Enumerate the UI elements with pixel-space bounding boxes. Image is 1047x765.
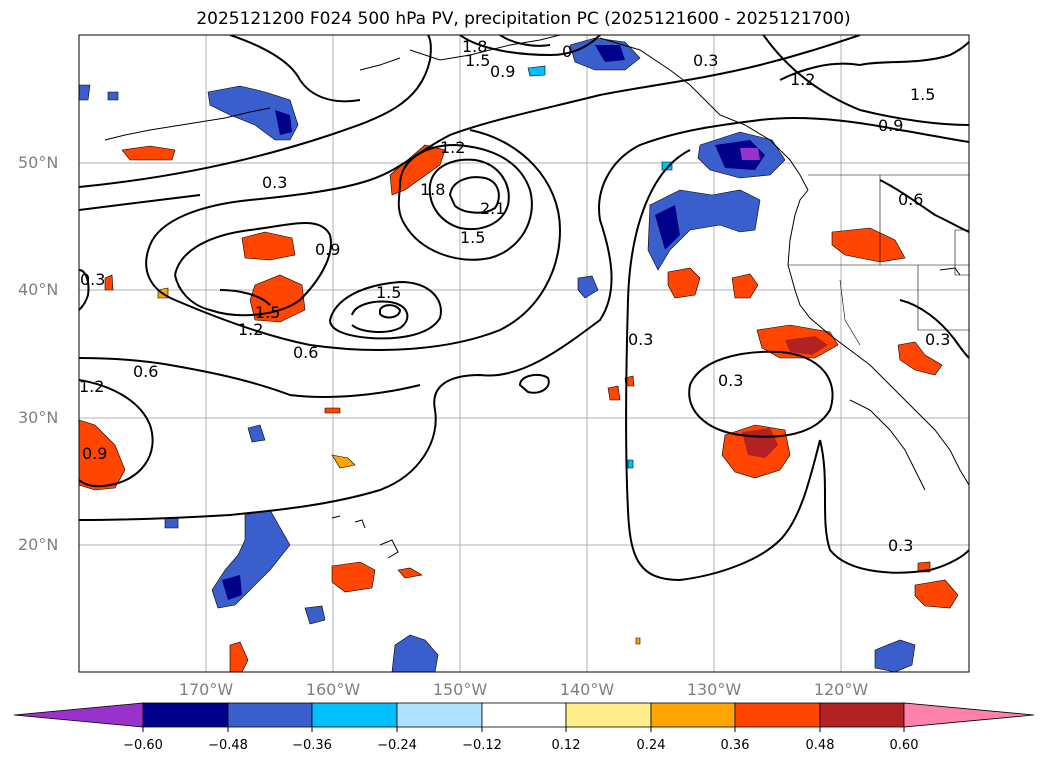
pv-contour-labels: 1.8 1.5 0.9 0 0.3 1.2 1.5 0.9 0.3 1.2 1.… xyxy=(79,37,950,555)
contour-label: 1.2 xyxy=(790,70,815,89)
contour-label: 0.3 xyxy=(925,330,950,349)
colorbar-tick-label: 0.24 xyxy=(636,738,666,753)
precip-negative-areas xyxy=(79,37,916,672)
contour-label: 0.9 xyxy=(878,116,903,135)
colorbar-tick-label: −0.24 xyxy=(377,738,417,753)
colorbar-tick-label: −0.12 xyxy=(462,738,502,753)
lat-label-40n: 40°N xyxy=(18,280,59,299)
contour-label: 0.3 xyxy=(262,173,287,192)
contour-label: 0 xyxy=(562,42,572,61)
lon-label-130w: 130°W xyxy=(686,680,742,699)
lat-label-50n: 50°N xyxy=(18,153,59,172)
colorbar-tick-label: 0.36 xyxy=(720,738,750,753)
contour-label: 1.2 xyxy=(79,377,104,396)
map-frame xyxy=(78,34,970,673)
contour-label: 1.2 xyxy=(440,138,465,157)
contour-label: 0.9 xyxy=(315,240,340,259)
contour-label: 0.3 xyxy=(718,371,743,390)
contour-label: 0.3 xyxy=(888,536,913,555)
contour-label: 1.8 xyxy=(462,37,487,56)
colorbar-tick-label: 0.48 xyxy=(805,738,835,753)
lon-label-120w: 120°W xyxy=(813,680,869,699)
colorbar-tick-label: −0.60 xyxy=(123,738,163,753)
contour-label: 0.3 xyxy=(628,330,653,349)
contour-label: 1.5 xyxy=(465,51,490,70)
contour-label: 1.5 xyxy=(460,228,485,247)
contour-label: 0.9 xyxy=(82,444,107,463)
colorbar-tick-label: −0.36 xyxy=(292,738,332,753)
contour-label: 0.6 xyxy=(133,362,158,381)
map-panel xyxy=(79,35,969,672)
contour-label: 1.5 xyxy=(255,303,280,322)
pv-contours xyxy=(79,35,969,582)
contour-label: 0.3 xyxy=(80,270,105,289)
contour-label: 1.5 xyxy=(376,283,401,302)
lon-label-150w: 150°W xyxy=(432,680,488,699)
lon-label-170w: 170°W xyxy=(178,680,234,699)
precip-positive-areas xyxy=(79,144,959,672)
contour-label: 0.6 xyxy=(898,190,923,209)
map-title: 2025121200 F024 500 hPa PV, precipitatio… xyxy=(196,9,851,29)
colorbar-tick-label: 0.12 xyxy=(551,738,581,753)
colorbar-extend-max xyxy=(903,702,1035,728)
lat-label-30n: 30°N xyxy=(18,408,59,427)
contour-label: 1.8 xyxy=(420,180,445,199)
lon-label-140w: 140°W xyxy=(559,680,615,699)
contour-label: 0.6 xyxy=(293,343,318,362)
contour-label: 0.9 xyxy=(490,62,515,81)
colorbar-tick-label: 0.60 xyxy=(889,738,919,753)
contour-label: 1.2 xyxy=(238,320,263,339)
colorbar xyxy=(13,702,1035,732)
contour-label: 0.3 xyxy=(693,51,718,70)
colorbar-tick-label: −0.48 xyxy=(208,738,248,753)
contour-label: 2.1 xyxy=(480,199,505,218)
contour-label: 1.5 xyxy=(910,85,935,104)
lon-label-160w: 160°W xyxy=(305,680,361,699)
colorbar-extend-min xyxy=(13,702,144,728)
lat-label-20n: 20°N xyxy=(18,535,59,554)
